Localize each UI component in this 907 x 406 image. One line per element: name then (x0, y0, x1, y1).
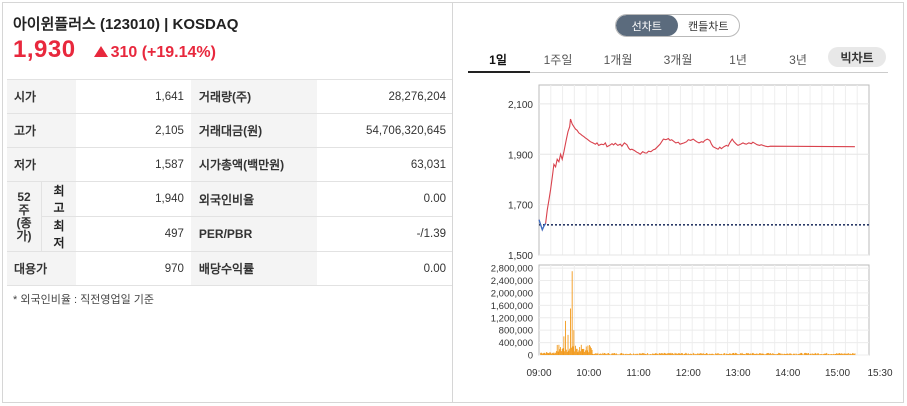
current-price: 1,930 (13, 36, 76, 63)
dividend-label: 배당수익률 (190, 251, 318, 286)
volume-y-tick-label: 2,000,000 (491, 288, 533, 299)
per-value: -/1.39 (317, 216, 453, 252)
volume-label: 거래량(주) (190, 79, 318, 114)
table-row: 저가 1,587 시가총액(백만원) 63,031 (7, 147, 453, 182)
volume-y-tick-label: 1,200,000 (491, 313, 533, 324)
x-tick-label: 12:00 (676, 368, 701, 379)
tab-1week[interactable]: 1주일 (543, 53, 573, 67)
price-y-tick-label: 1,700 (508, 201, 533, 212)
chart-type-toggle: 선차트 캔들차트 (615, 14, 740, 37)
x-tick-label: 14:00 (775, 368, 800, 379)
tab-1day[interactable]: 1일 (489, 53, 507, 67)
tab-1month[interactable]: 1개월 (603, 53, 633, 67)
x-tick-label: 15:30 (867, 368, 892, 379)
foreign-ratio-note: * 외국인비율 : 직전영업일 기준 (13, 294, 155, 306)
mcap-label: 시가총액(백만원) (190, 147, 318, 182)
low-label: 저가 (7, 147, 76, 182)
x-tick-label: 09:00 (526, 368, 551, 379)
quote-panel: 아이윈플러스 (123010) | KOSDAQ 1,930 310 (+19.… (3, 3, 453, 402)
volume-y-tick-label: 0 (528, 351, 533, 362)
w52-high-value: 1,940 (75, 181, 191, 217)
week52-label: 52주 (종가) (7, 181, 42, 252)
low-value: 1,587 (75, 147, 191, 182)
price-change-text: 310 (+19.14%) (110, 44, 216, 61)
table-row: 최저 497 PER/PBR -/1.39 (7, 216, 453, 252)
price-y-tick-label: 1,900 (508, 150, 533, 161)
volume-value: 28,276,204 (317, 79, 453, 114)
w52-low-label: 최저 (40, 216, 76, 252)
volume-y-tick-label: 1,600,000 (491, 301, 533, 312)
volume-y-tick-label: 2,400,000 (491, 276, 533, 287)
x-tick-label: 15:00 (825, 368, 850, 379)
sub-price-value: 970 (75, 251, 191, 286)
big-chart-button[interactable]: 빅차트 (828, 47, 886, 67)
price-change: 310 (+19.14%) (93, 44, 216, 62)
dividend-value: 0.00 (317, 251, 453, 286)
candle-chart-button[interactable]: 캔들차트 (688, 20, 729, 33)
amount-value: 54,706,320,645 (317, 113, 453, 148)
mcap-value: 63,031 (317, 147, 453, 182)
foreign-label: 외국인비율 (190, 181, 318, 217)
up-triangle-icon (93, 46, 108, 57)
table-row: 시가 1,641 거래량(주) 28,276,204 (7, 79, 453, 114)
price-y-tick-label: 2,100 (508, 100, 533, 111)
open-label: 시가 (7, 79, 76, 114)
sub-price-label: 대용가 (7, 251, 76, 286)
panel-divider (452, 3, 453, 402)
active-tab-underline (468, 71, 530, 73)
price-series-line (538, 118, 855, 232)
tab-3year[interactable]: 3년 (789, 53, 807, 67)
chart-panel: 선차트 캔들차트 1일 1주일 1개월 3개월 1년 3년 빅차트 2,100 1… (453, 3, 904, 402)
high-label: 고가 (7, 113, 76, 148)
high-value: 2,105 (75, 113, 191, 148)
volume-y-tick-label: 2,800,000 (491, 264, 533, 275)
line-chart-button[interactable]: 선차트 (616, 15, 678, 36)
w52-low-value: 497 (75, 216, 191, 252)
table-row: 고가 2,105 거래대금(원) 54,706,320,645 (7, 113, 453, 148)
amount-label: 거래대금(원) (190, 113, 318, 148)
x-tick-label: 11:00 (626, 368, 651, 379)
per-label: PER/PBR (190, 216, 318, 252)
quote-table: 시가 1,641 거래량(주) 28,276,204 고가 2,105 거래대금… (7, 79, 453, 286)
intraday-chart: 2,100 1,900 1,700 1,500 2,800,0002,400,0002,… (491, 84, 893, 379)
foreign-value: 0.00 (317, 181, 453, 217)
tab-1year[interactable]: 1년 (729, 53, 747, 67)
x-tick-label: 10:00 (576, 368, 601, 379)
price-down-segment (538, 219, 547, 232)
stock-title[interactable]: 아이윈플러스 (123010) | KOSDAQ (13, 16, 239, 33)
volume-y-tick-label: 400,000 (499, 338, 533, 349)
volume-y-tick-label: 800,000 (499, 326, 533, 337)
table-row: 대용가 970 배당수익률 0.00 (7, 251, 453, 286)
x-tick-label: 13:00 (725, 368, 750, 379)
tab-3month[interactable]: 3개월 (663, 53, 693, 67)
table-row: 52주 (종가) 최고 1,940 외국인비율 0.00 (7, 181, 453, 252)
w52-high-label: 최고 (40, 181, 76, 217)
price-y-tick-label: 1,500 (508, 251, 533, 262)
price-row: 1,930 310 (+19.14%) (13, 36, 216, 70)
period-tabs: 1일 1주일 1개월 3개월 1년 3년 빅차트 (468, 45, 888, 73)
open-value: 1,641 (75, 79, 191, 114)
